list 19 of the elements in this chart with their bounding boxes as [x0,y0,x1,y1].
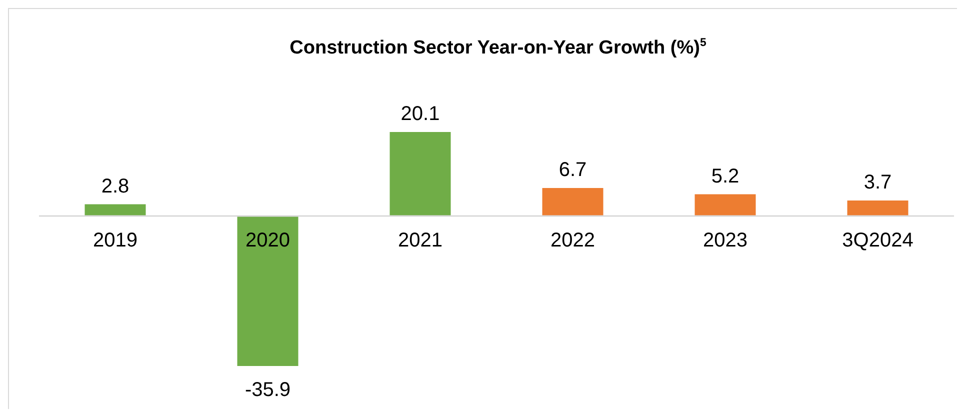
data-label: 5.2 [711,165,740,188]
bar [694,194,756,216]
bar [542,188,604,216]
data-label: 6.7 [558,158,587,181]
data-label: -35.9 [244,379,291,401]
x-tick-label: 2020 [246,230,290,252]
x-tick-label: 2019 [93,230,138,252]
data-label: 20.1 [400,103,440,125]
bar [84,204,146,216]
x-tick-label: 2022 [550,230,595,252]
x-tick-label: 2021 [398,230,442,252]
bar [237,216,298,366]
data-label: 3.7 [864,172,892,194]
x-tick-label: 3Q2024 [842,230,914,252]
chart-title: Construction Sector Year-on-Year Growth (%)$^{5}$ [290,36,706,58]
bar [847,200,908,216]
data-label: 2.8 [101,175,130,198]
x-tick-label: 2023 [703,230,748,252]
bar [390,132,451,216]
